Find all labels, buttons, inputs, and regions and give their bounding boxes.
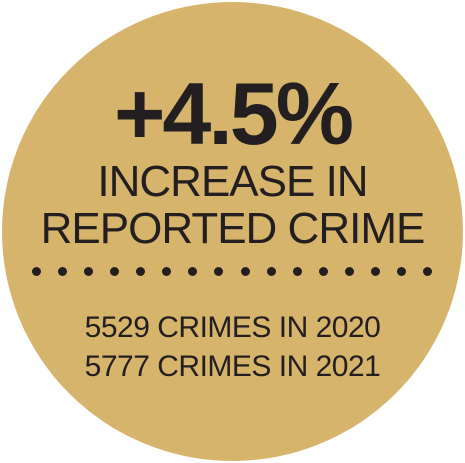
divider-dot [318, 266, 328, 276]
percent-change-headline: +4.5% [114, 64, 354, 163]
divider-dot [240, 266, 250, 276]
divider-dot [292, 266, 302, 276]
subheading-line-2: REPORTED CRIME [40, 204, 426, 253]
divider-dot [344, 266, 354, 276]
divider-dot [136, 266, 146, 276]
divider-dot [214, 266, 224, 276]
divider-dot [84, 266, 94, 276]
crimes-2020-stat: 5529 CRIMES IN 2020 [84, 311, 381, 344]
divider-dot [58, 266, 68, 276]
crimes-2021-stat: 5777 CRIMES IN 2021 [84, 350, 381, 383]
divider-dot [188, 266, 198, 276]
divider-dot [422, 266, 432, 276]
dotted-divider [32, 264, 432, 278]
divider-dot [266, 266, 276, 276]
divider-dot [110, 266, 120, 276]
divider-dot [162, 266, 172, 276]
divider-dot [396, 266, 406, 276]
divider-dot [32, 266, 41, 276]
subheading-line-1: INCREASE IN [97, 157, 368, 206]
divider-dot [370, 266, 380, 276]
